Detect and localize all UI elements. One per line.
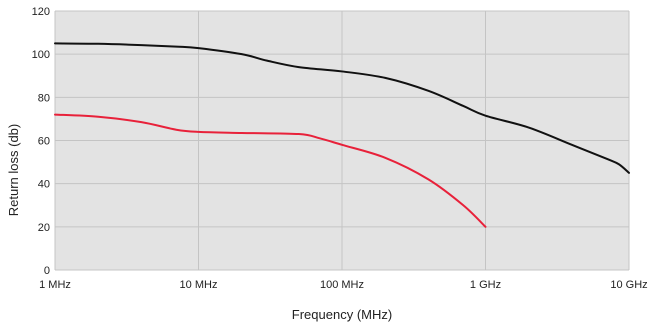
y-tick-label: 120: [32, 6, 50, 18]
y-axis-ticks: 0 20 40 60 80 100 120: [32, 6, 50, 277]
x-tick-label: 1 MHz: [39, 279, 71, 291]
x-axis-title: Frequency (MHz): [292, 307, 392, 322]
y-axis-title: Return loss (db): [6, 124, 21, 216]
y-tick-label: 40: [38, 179, 50, 191]
series-line-1: [54, 42, 630, 174]
y-tick-label: 60: [38, 136, 50, 148]
y-tick-label: 100: [32, 49, 50, 61]
x-tick-label: 1 GHz: [470, 279, 501, 291]
x-axis-ticks: 1 MHz 10 MHz 100 MHz 1 GHz 10 GHz: [39, 279, 648, 291]
y-tick-label: 0: [44, 265, 50, 277]
x-tick-label: 100 MHz: [320, 279, 364, 291]
x-tick-label: 10 GHz: [610, 279, 647, 291]
y-tick-label: 20: [38, 222, 50, 234]
series-layer: [54, 42, 630, 228]
y-tick-label: 80: [38, 92, 50, 104]
series-line-2: [54, 113, 487, 228]
x-tick-label: 10 MHz: [180, 279, 218, 291]
